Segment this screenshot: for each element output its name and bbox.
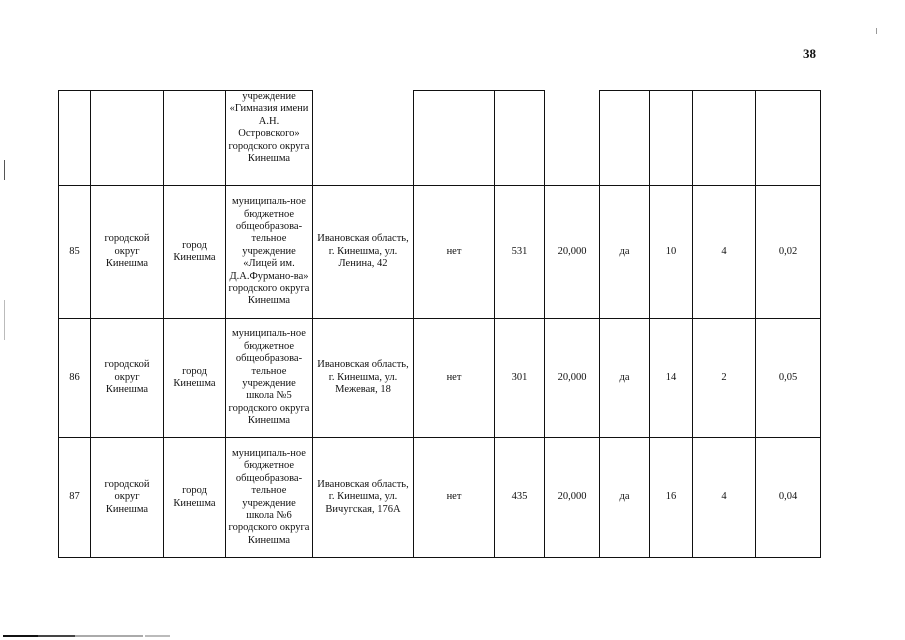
table-row-continuation: учреждение «Гимназия имени А.Н. Островск…: [58, 90, 821, 186]
cell-ratio: [755, 90, 821, 186]
cell-name: муниципаль-ное бюджетное общеобразова-те…: [225, 437, 313, 558]
cell-address: Ивановская область, г. Кинешма, ул. Меже…: [312, 318, 414, 438]
cell-n2: [692, 90, 756, 186]
cell-n2: 4: [692, 185, 756, 319]
cell-n1: [649, 90, 693, 186]
cell-ratio: 0,02: [755, 185, 821, 319]
cell-value: [544, 90, 600, 186]
cell-district: городской округ Кинешма: [90, 185, 164, 319]
footer-rule: [3, 635, 143, 637]
cell-num: 85: [58, 185, 91, 319]
cell-settlement: город Кинешма: [163, 318, 226, 438]
footer-rule: [145, 635, 170, 637]
cell-flag1: нет: [413, 185, 495, 319]
cell-settlement: город Кинешма: [163, 185, 226, 319]
cell-flag1: [413, 90, 495, 186]
cell-count: 531: [494, 185, 545, 319]
cell-address: Ивановская область, г. Кинешма, ул. Вичу…: [312, 437, 414, 558]
cell-n2: 4: [692, 437, 756, 558]
cell-value: 20,000: [544, 185, 600, 319]
cell-flag2: да: [599, 185, 650, 319]
cell-settlement: [163, 90, 226, 186]
cell-num: [58, 90, 91, 186]
cell-value: 20,000: [544, 437, 600, 558]
scan-mark: [876, 28, 877, 34]
cell-count: 435: [494, 437, 545, 558]
scan-margin-mark: [4, 300, 5, 340]
cell-address: Ивановская область, г. Кинешма, ул. Лени…: [312, 185, 414, 319]
cell-name: учреждение «Гимназия имени А.Н. Островск…: [225, 90, 313, 186]
cell-count: 301: [494, 318, 545, 438]
cell-flag2: [599, 90, 650, 186]
table-row: 87 городской округ Кинешма город Кинешма…: [58, 437, 821, 558]
cell-address: [312, 90, 414, 186]
page-number: 38: [803, 46, 816, 61]
cell-flag2: да: [599, 318, 650, 438]
cell-settlement: город Кинешма: [163, 437, 226, 558]
cell-name: муниципаль-ное бюджетное общеобразова-те…: [225, 185, 313, 319]
cell-n1: 16: [649, 437, 693, 558]
cell-ratio: 0,04: [755, 437, 821, 558]
cell-count: [494, 90, 545, 186]
cell-district: городской округ Кинешма: [90, 318, 164, 438]
table-row: 85 городской округ Кинешма город Кинешма…: [58, 185, 821, 319]
cell-flag1: нет: [413, 318, 495, 438]
cell-ratio: 0,05: [755, 318, 821, 438]
schools-table: учреждение «Гимназия имени А.Н. Островск…: [58, 90, 821, 558]
cell-flag2: да: [599, 437, 650, 558]
cell-n2: 2: [692, 318, 756, 438]
cell-district: городской округ Кинешма: [90, 437, 164, 558]
cell-value: 20,000: [544, 318, 600, 438]
cell-district: [90, 90, 164, 186]
cell-name: муниципаль-ное бюджетное общеобразова-те…: [225, 318, 313, 438]
cell-num: 87: [58, 437, 91, 558]
table-row: 86 городской округ Кинешма город Кинешма…: [58, 318, 821, 438]
cell-n1: 14: [649, 318, 693, 438]
cell-flag1: нет: [413, 437, 495, 558]
scan-margin-mark: [4, 160, 5, 180]
cell-n1: 10: [649, 185, 693, 319]
cell-num: 86: [58, 318, 91, 438]
